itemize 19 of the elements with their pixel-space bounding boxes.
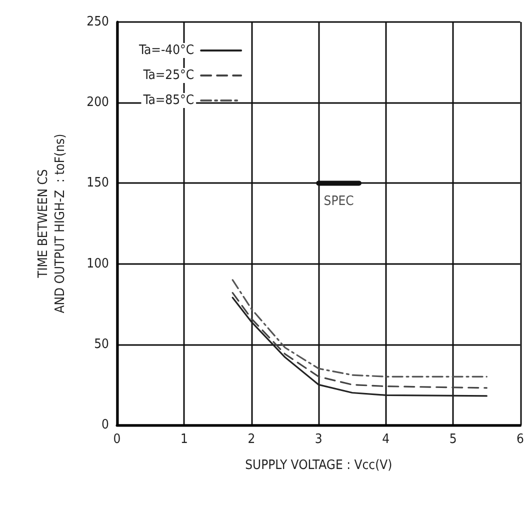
annotation: SPEC: [324, 194, 354, 210]
y-tick-label: 200: [86, 95, 109, 110]
x-tick-label: 6: [516, 432, 524, 447]
y-tick-label: 100: [86, 256, 109, 272]
legend-label: Ta=25°C: [142, 68, 194, 83]
legend-label: Ta=-40°C: [138, 43, 194, 58]
x-tick-label: 0: [113, 432, 121, 447]
y-tick-label: 150: [86, 176, 109, 191]
y-axis-title: TIME BETWEEN CS AND OUTPUT HIGH-Z : toF(ns): [36, 134, 68, 314]
x-axis-title: SUPPLY VOLTAGE : Vcc(V): [245, 458, 392, 473]
y-tick-label: 0: [102, 418, 109, 432]
x-tick-label: 3: [314, 432, 322, 447]
legend-label: Ta=85°C: [142, 93, 194, 108]
y-tick-label: 50: [94, 336, 109, 352]
x-tick-label: 2: [248, 432, 256, 447]
x-tick-label: 5: [449, 432, 457, 447]
x-tick-label: 1: [180, 432, 188, 447]
x-tick-label: 4: [382, 432, 390, 447]
y-tick-label: 250: [86, 14, 109, 30]
